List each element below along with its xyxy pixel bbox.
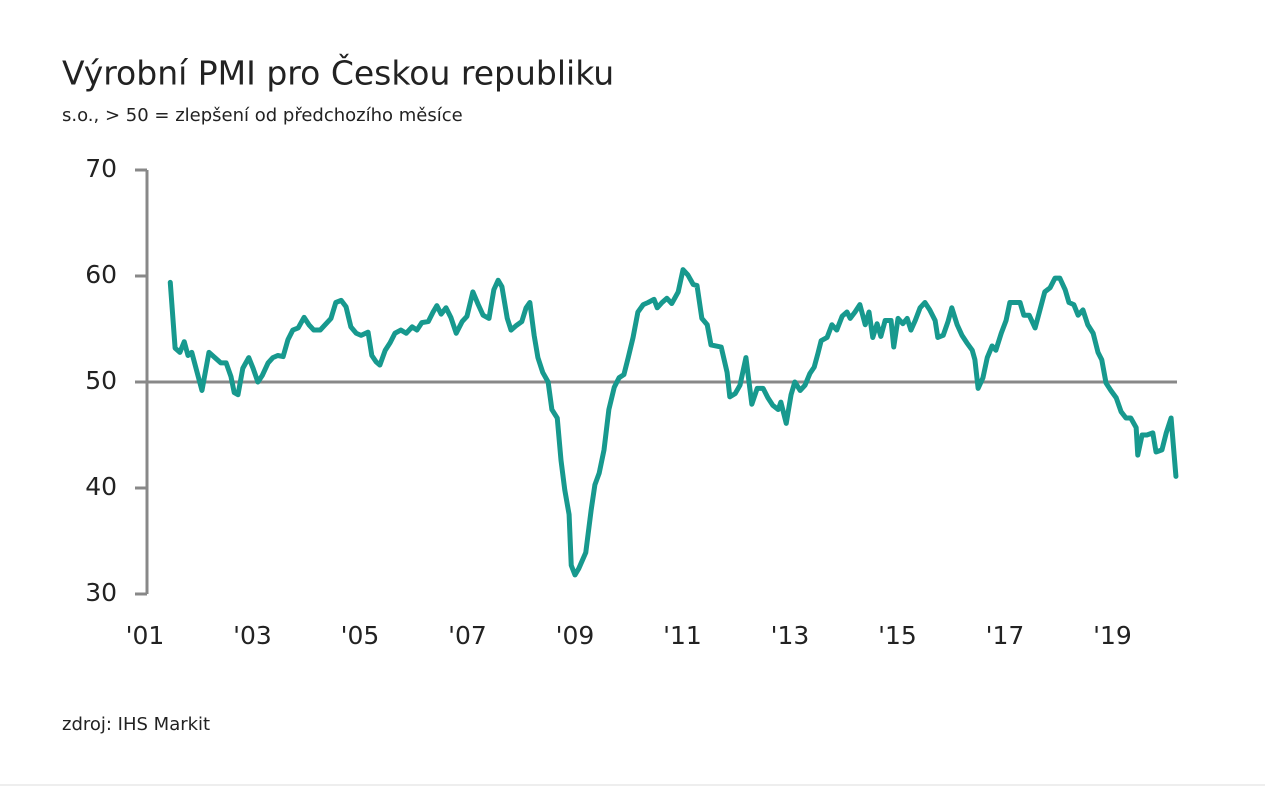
series-line (167, 267, 1179, 578)
x-tick-label: '01 (126, 621, 165, 650)
x-tick-label: '07 (448, 621, 487, 650)
y-tick-label: 50 (85, 366, 117, 395)
y-tick-label: 60 (85, 260, 117, 289)
x-tick-label: '05 (341, 621, 380, 650)
chart-subtitle: s.o., > 50 = zlepšení od předchozího měs… (62, 105, 463, 126)
x-tick-label: '15 (878, 621, 917, 650)
x-tick-label: '17 (986, 621, 1025, 650)
x-tick-label: '13 (771, 621, 810, 650)
x-tick-label: '03 (233, 621, 272, 650)
y-tick-label: 30 (85, 578, 117, 607)
y-tick-label: 40 (85, 472, 117, 501)
x-tick-label: '11 (663, 621, 702, 650)
x-tick-label: '19 (1093, 621, 1132, 650)
x-tick-label: '09 (556, 621, 595, 650)
chart-title: Výrobní PMI pro Českou republiku (62, 53, 614, 93)
source-note: zdroj: IHS Markit (62, 714, 210, 735)
y-tick-label: 70 (85, 154, 117, 183)
